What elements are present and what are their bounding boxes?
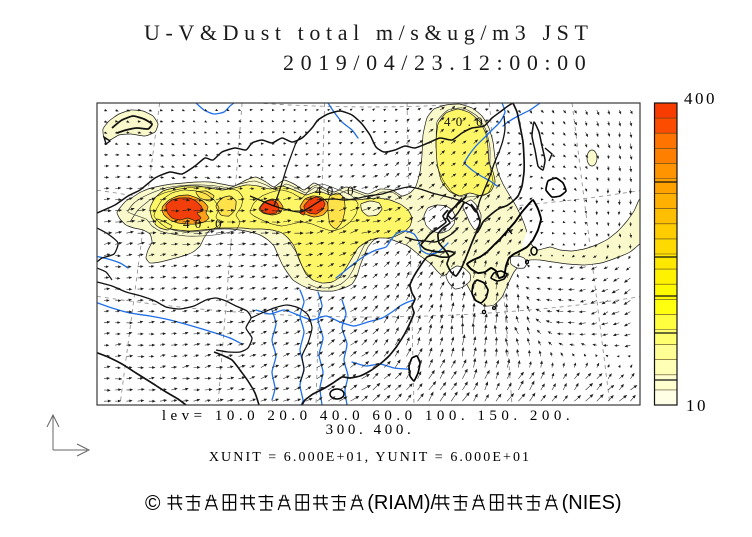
svg-text:(NIES): (NIES) bbox=[562, 492, 622, 514]
svg-text:XUNIT = 6.000E+01, YUNIT = 6.0: XUNIT = 6.000E+01, YUNIT = 6.000E+01 bbox=[209, 450, 531, 465]
svg-text:©: © bbox=[145, 492, 161, 515]
svg-text:2019/04/23.12:00:00: 2019/04/23.12:00:00 bbox=[283, 50, 592, 75]
svg-text:lev= 10.0 20.0 40.0 60.0 100.: lev= 10.0 20.0 40.0 60.0 100. 150. 200. bbox=[162, 408, 574, 424]
svg-text:10: 10 bbox=[686, 396, 708, 415]
svg-text:400: 400 bbox=[684, 89, 717, 108]
svg-text:40.0: 40.0 bbox=[183, 216, 227, 231]
svg-text:U-V&Dust total m/s&ug/m3 JST: U-V&Dust total m/s&ug/m3 JST bbox=[144, 20, 594, 45]
svg-text:40.0: 40.0 bbox=[444, 114, 488, 129]
svg-text:(RIAM)/: (RIAM)/ bbox=[367, 492, 436, 514]
svg-text:300. 400.: 300. 400. bbox=[326, 422, 415, 438]
svg-text:40.0: 40.0 bbox=[315, 183, 359, 198]
